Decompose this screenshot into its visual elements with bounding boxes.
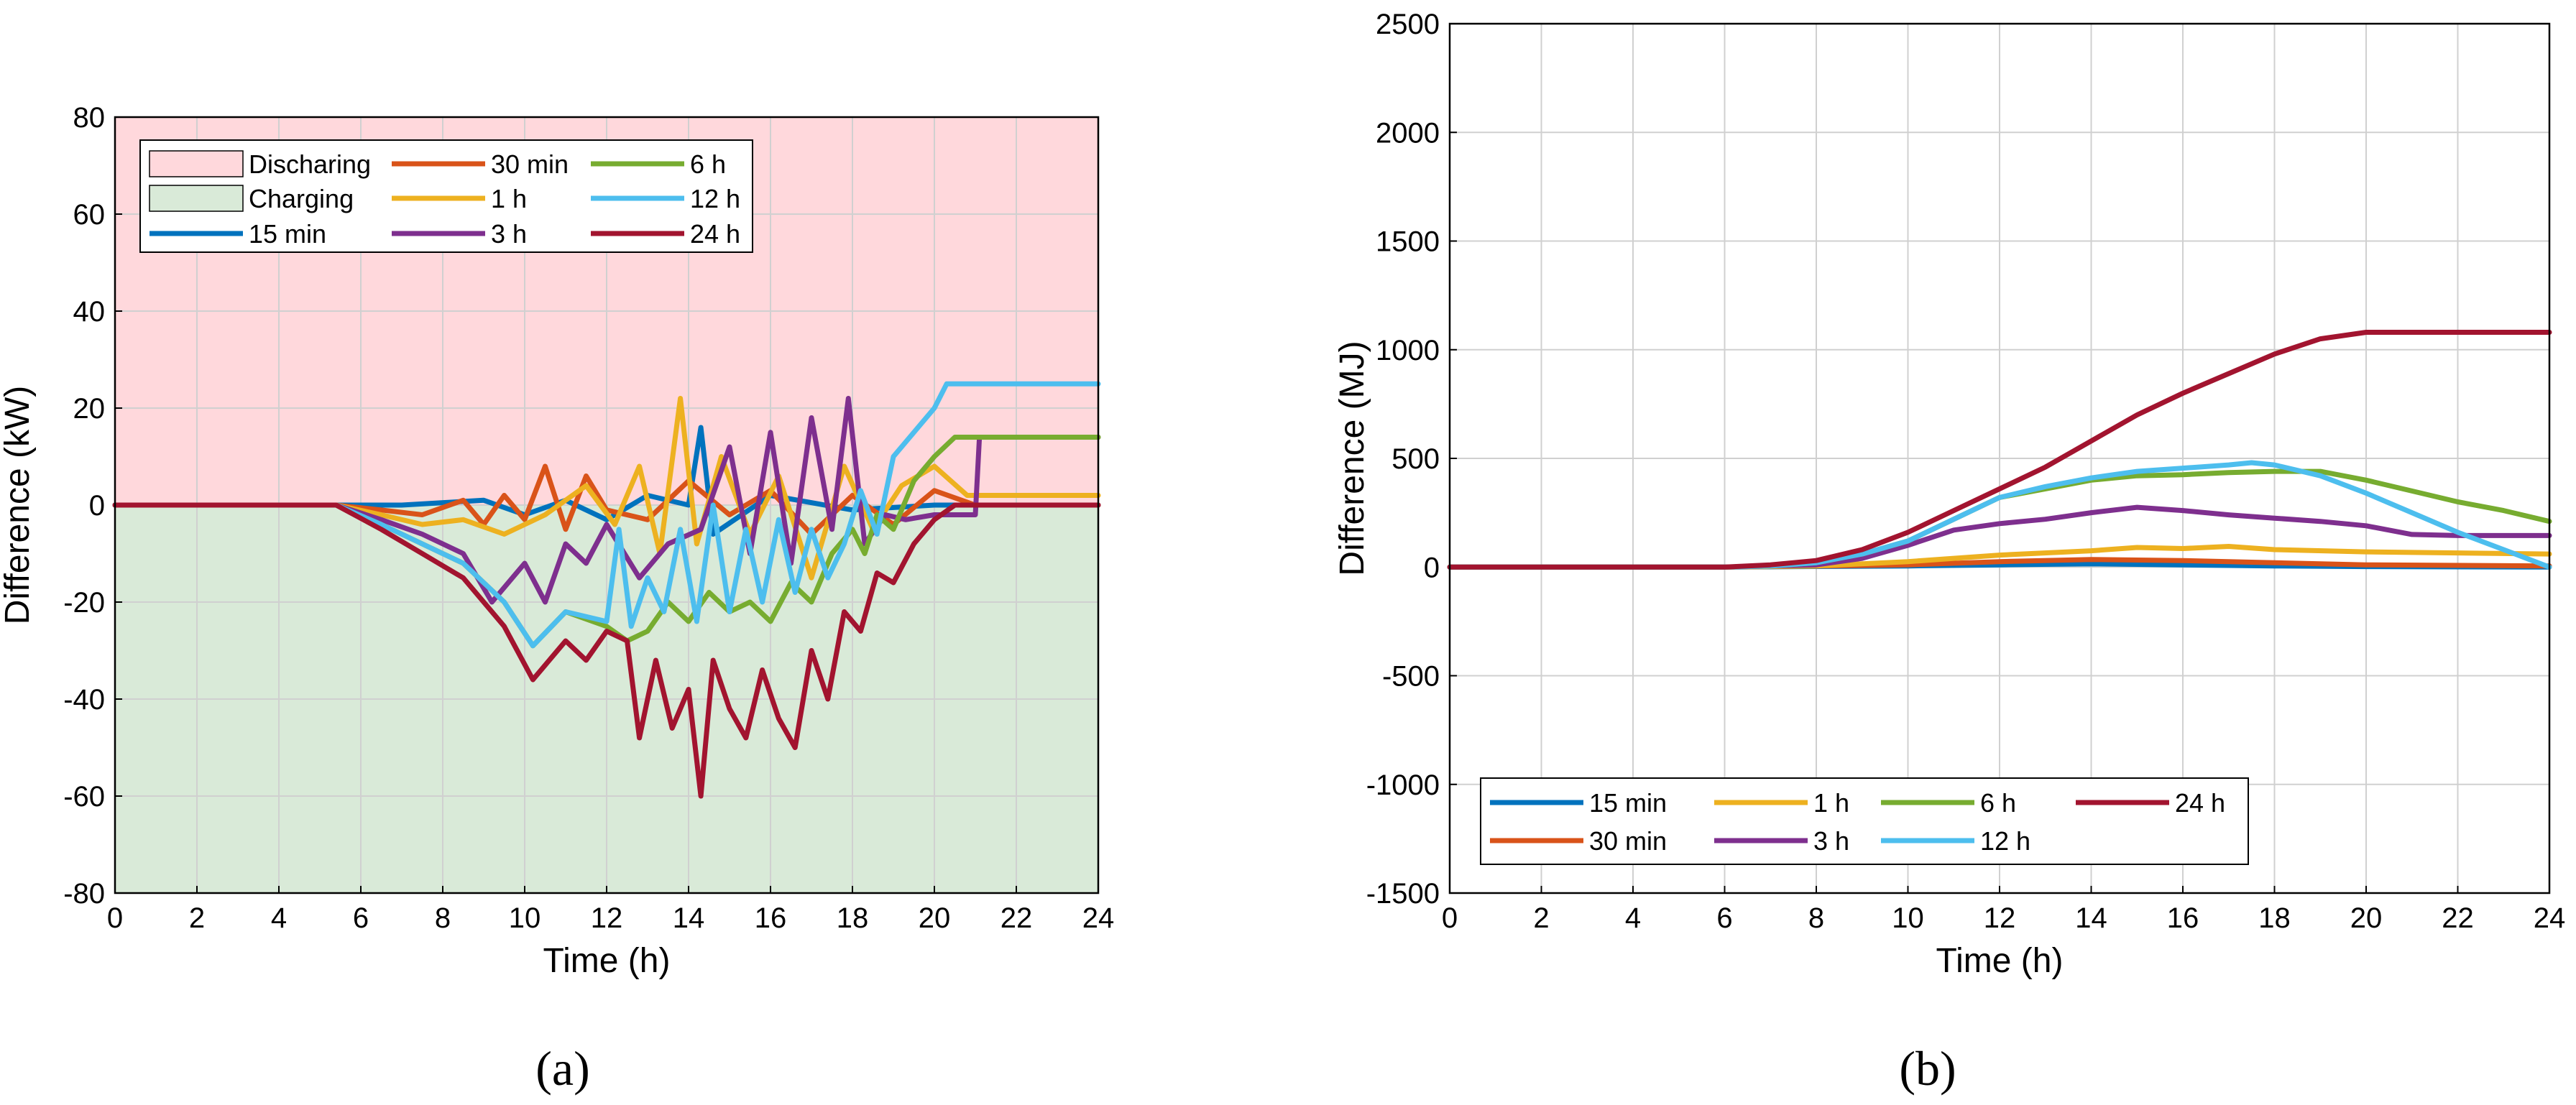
y-tick-label: 2000 bbox=[1376, 117, 1440, 149]
series-line-24h bbox=[1447, 330, 2552, 570]
legend-label: 24 h bbox=[2175, 788, 2225, 818]
x-tick-label: 2 bbox=[1533, 902, 1549, 934]
legend-label: 15 min bbox=[249, 219, 326, 249]
y-tick-label: 20 bbox=[73, 393, 106, 425]
x-tick-label: 20 bbox=[919, 902, 951, 934]
y-axis-label: Difference (MJ) bbox=[1333, 341, 1371, 575]
series-line-1h bbox=[112, 396, 1101, 581]
x-tick-label: 24 bbox=[2534, 902, 2566, 934]
y-axis-label: Difference (kW) bbox=[0, 386, 37, 625]
y-tick-label: 80 bbox=[73, 102, 106, 134]
y-tick-label: 2500 bbox=[1376, 9, 1440, 40]
legend-label: 1 h bbox=[491, 184, 527, 213]
legend-label: 12 h bbox=[690, 184, 740, 213]
y-tick-label: 500 bbox=[1392, 443, 1440, 475]
legend-label: 1 h bbox=[1813, 788, 1849, 818]
x-axis-label: Time (h) bbox=[543, 942, 671, 980]
caption-b: (b) bbox=[1899, 1041, 1956, 1096]
series-line-12h bbox=[1447, 460, 2552, 570]
legend-box bbox=[1480, 777, 2249, 865]
legend-label: Discharing bbox=[249, 149, 371, 179]
x-tick-label: 2 bbox=[189, 902, 205, 934]
x-tick-label: 22 bbox=[1000, 902, 1033, 934]
legend: 15 min 30 min 1 h 3 h 6 h 12 h 24 h bbox=[1480, 777, 2249, 865]
x-tick-label: 0 bbox=[1442, 902, 1458, 934]
plot-frame bbox=[1448, 22, 2551, 894]
series-line-24h bbox=[112, 502, 1101, 799]
caption-a: (a) bbox=[535, 1041, 589, 1096]
x-tick-label: 14 bbox=[2075, 902, 2107, 934]
legend-label: 3 h bbox=[491, 219, 527, 249]
y-tick-label: -1000 bbox=[1366, 769, 1440, 801]
legend-label: 15 min bbox=[1589, 788, 1667, 818]
legend-label: 30 min bbox=[491, 149, 569, 179]
legend-label: 30 min bbox=[1589, 826, 1667, 856]
panel-b: 0 2 4 6 8 10 12 14 16 18 20 22 24-1500-1000-50005001… bbox=[1333, 9, 2565, 980]
x-tick-label: 4 bbox=[271, 902, 287, 934]
legend-label: 24 h bbox=[690, 219, 740, 249]
legend-label: 6 h bbox=[690, 149, 726, 179]
y-tick-label: -20 bbox=[63, 587, 105, 619]
y-tick-label: -1500 bbox=[1366, 878, 1440, 910]
legend-label: 3 h bbox=[1813, 826, 1849, 856]
x-tick-label: 18 bbox=[2258, 902, 2291, 934]
legend-label: 12 h bbox=[1980, 826, 2030, 856]
series-line-3h bbox=[1447, 504, 2552, 570]
legend-label: Charging bbox=[249, 184, 354, 213]
x-axis-label: Time (h) bbox=[1936, 942, 2064, 980]
y-tick-label: 0 bbox=[1424, 552, 1440, 583]
x-tick-label: 0 bbox=[107, 902, 123, 934]
x-tick-label: 8 bbox=[435, 902, 451, 934]
y-tick-label: 60 bbox=[73, 199, 106, 231]
y-tick-label: 1000 bbox=[1376, 335, 1440, 366]
x-tick-label: 22 bbox=[2442, 902, 2474, 934]
y-tick-label: 0 bbox=[89, 490, 105, 522]
x-tick-label: 12 bbox=[591, 902, 623, 934]
x-tick-label: 16 bbox=[2167, 902, 2199, 934]
y-tick-label: -40 bbox=[63, 684, 105, 716]
y-tick-label: -60 bbox=[63, 781, 105, 813]
x-tick-label: 12 bbox=[1984, 902, 2016, 934]
panel-a: 0 2 4 6 8 10 12 14 16 18 20 22 24-80-60-40-200204060… bbox=[0, 102, 1114, 980]
series-line-12h bbox=[112, 381, 1101, 649]
x-tick-label: 10 bbox=[509, 902, 541, 934]
legend-swatch bbox=[149, 185, 244, 212]
y-tick-label: -500 bbox=[1382, 661, 1440, 693]
x-tick-label: 16 bbox=[755, 902, 787, 934]
x-tick-label: 24 bbox=[1082, 902, 1115, 934]
legend: Discharing Charging 15 min 30 min 1 h 3 h 6 h 1… bbox=[139, 139, 753, 253]
y-tick-label: -80 bbox=[63, 878, 105, 910]
legend-swatch bbox=[149, 150, 244, 177]
legend-label: 6 h bbox=[1980, 788, 2016, 818]
x-tick-label: 14 bbox=[673, 902, 705, 934]
x-tick-label: 18 bbox=[837, 902, 869, 934]
y-tick-label: 40 bbox=[73, 296, 106, 328]
x-tick-label: 20 bbox=[2350, 902, 2383, 934]
x-tick-label: 4 bbox=[1625, 902, 1641, 934]
x-tick-label: 6 bbox=[353, 902, 369, 934]
y-tick-label: 1500 bbox=[1376, 226, 1440, 258]
x-tick-label: 6 bbox=[1716, 902, 1732, 934]
x-tick-label: 8 bbox=[1808, 902, 1824, 934]
plot-frame bbox=[114, 116, 1100, 894]
x-tick-label: 10 bbox=[1892, 902, 1924, 934]
series-line-30min bbox=[112, 463, 1101, 537]
